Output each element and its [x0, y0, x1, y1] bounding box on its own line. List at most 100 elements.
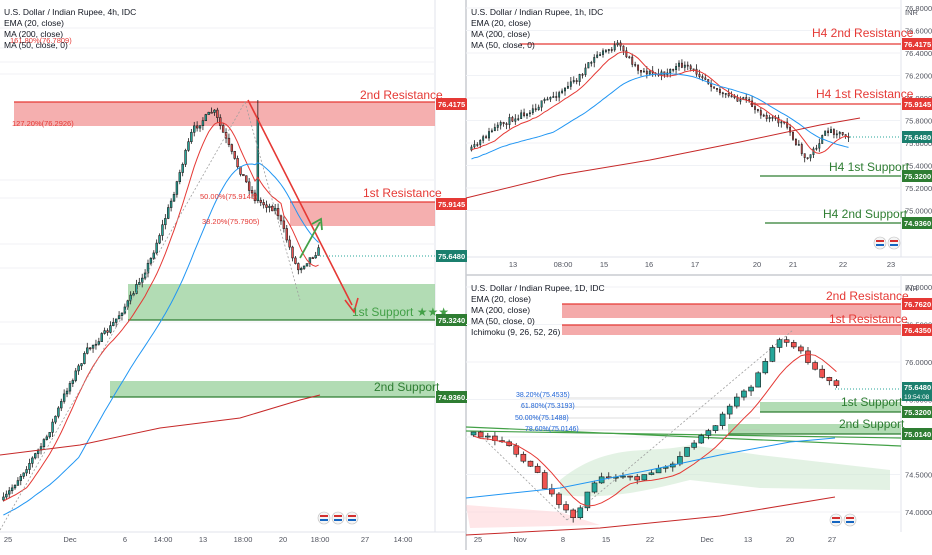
p2-candle [572, 80, 575, 83]
p2-event-flags-flag-stripe [876, 240, 884, 242]
p1-candle [195, 125, 199, 129]
p1-candle [138, 282, 141, 285]
p3-candle [641, 474, 648, 481]
p2-candle [762, 114, 765, 117]
p1-candle [178, 172, 181, 182]
p2-candle [482, 136, 485, 141]
p2-candle [625, 50, 628, 58]
p1-candle [94, 343, 98, 346]
p1-candle [221, 125, 225, 133]
indicator-label-0-2: MA (50, close, 0) [4, 40, 68, 50]
p2-price-tag: 74.9360 [902, 217, 932, 229]
p1-candle [271, 205, 274, 212]
p2-candle [786, 121, 789, 128]
panel-title-1: U.S. Dollar / Indian Rupee, 1h, IDC [471, 7, 603, 17]
p3-y-tick: 74.5000 [905, 471, 932, 480]
p1-candle [13, 485, 17, 489]
p1-candle [109, 325, 112, 333]
p1-candle [305, 263, 309, 267]
p2-event-flags [873, 236, 901, 250]
p3-x-tick: 22 [646, 535, 654, 544]
p3-price-tag: 76.4350 [902, 324, 932, 336]
p2-x-tick: 22 [839, 260, 847, 269]
p2-candle [669, 69, 672, 74]
p2-candle [847, 136, 850, 138]
p2-y-tick: 75.6000 [905, 139, 932, 148]
p1-level-label: 2nd Resistance [360, 88, 443, 102]
p2-y-tick: 75.2000 [905, 184, 932, 193]
p2-x-tick: 17 [691, 260, 699, 269]
p2-candle [470, 146, 473, 151]
p1-candle [141, 277, 144, 283]
p2-candle [508, 117, 511, 125]
p1-candle [71, 380, 75, 384]
p3-fib-label: 38.20%(75.4535) [516, 392, 570, 399]
p1-candle [77, 365, 80, 372]
p1-trend-line [299, 221, 321, 259]
p1-arrow-down-icon [344, 297, 359, 314]
p2-candle [488, 131, 490, 139]
p2-candle [818, 143, 821, 149]
p2-candle [596, 54, 599, 58]
p1-event-flags-flag-stripe [320, 519, 328, 521]
p1-candle [146, 262, 150, 274]
p3-candle [477, 431, 484, 438]
p2-current-price-tag: 75.6480 [902, 131, 932, 143]
p3-level-label: 2nd Resistance [826, 289, 909, 303]
p2-y-tick: 76.6000 [905, 27, 932, 36]
p2-candle [830, 129, 832, 134]
p3-ma200-line [465, 496, 836, 536]
p1-fib-label: 161.80%(76.7809) [10, 36, 72, 45]
p1-candle [106, 330, 109, 333]
p1-candle [250, 190, 254, 194]
p2-candle [686, 64, 689, 67]
p3-candle [577, 507, 584, 518]
p2-candle [493, 127, 496, 132]
p3-x-tick: 15 [602, 535, 610, 544]
p2-candle [537, 106, 540, 110]
p2-candle [672, 69, 675, 71]
p1-current-price-tag-bg [436, 250, 467, 262]
p2-candle [552, 96, 555, 98]
p1-candle [210, 111, 213, 114]
p2-candle [581, 74, 584, 76]
p3-candle [620, 475, 626, 478]
p2-candle [800, 144, 803, 154]
p1-candle [88, 347, 92, 350]
p3-event-flags-flag-stripe [846, 521, 854, 523]
p1-candle [265, 204, 268, 208]
p1-event-flags-flag-stripe [320, 515, 328, 517]
p1-candle [169, 200, 173, 208]
indicator-label-2-2: MA (50, close, 0) [471, 316, 535, 326]
p1-x-tick: Dec [63, 535, 77, 544]
p3-event-flags-flag-stripe [846, 517, 854, 519]
p3-current-price-text: 75.6480 [904, 383, 931, 392]
p3-candle [705, 430, 712, 436]
p3-candle [769, 347, 776, 362]
p3-candle [470, 431, 477, 436]
p3-price-tag-text: 76.4350 [904, 326, 931, 335]
p3-level-label: 1st Support [841, 395, 903, 409]
p3-current-price-bg [902, 382, 932, 401]
p2-candle [499, 122, 502, 126]
p2-x-tick: 08:00 [554, 260, 573, 269]
p1-candle [172, 194, 176, 202]
p2-candle [476, 144, 479, 146]
p2-candle [558, 92, 561, 98]
indicator-label-2-1: MA (200, close) [471, 305, 530, 315]
p1-candle [112, 322, 115, 326]
p1-candle [233, 151, 236, 159]
p2-candle [546, 98, 549, 101]
p3-candle [712, 425, 719, 431]
panel-title-2: U.S. Dollar / Indian Rupee, 1D, IDC [471, 283, 605, 293]
p1-candle [207, 111, 210, 115]
p2-candle [473, 144, 476, 148]
p1-candle [45, 436, 49, 440]
p2-candle [809, 154, 812, 159]
p2-price-tag: 76.4175 [902, 38, 932, 50]
p2-candle [797, 144, 800, 146]
indicator-label-2-0: EMA (20, close) [471, 294, 531, 304]
p1-candle [164, 218, 167, 226]
p1-candle [317, 247, 320, 256]
